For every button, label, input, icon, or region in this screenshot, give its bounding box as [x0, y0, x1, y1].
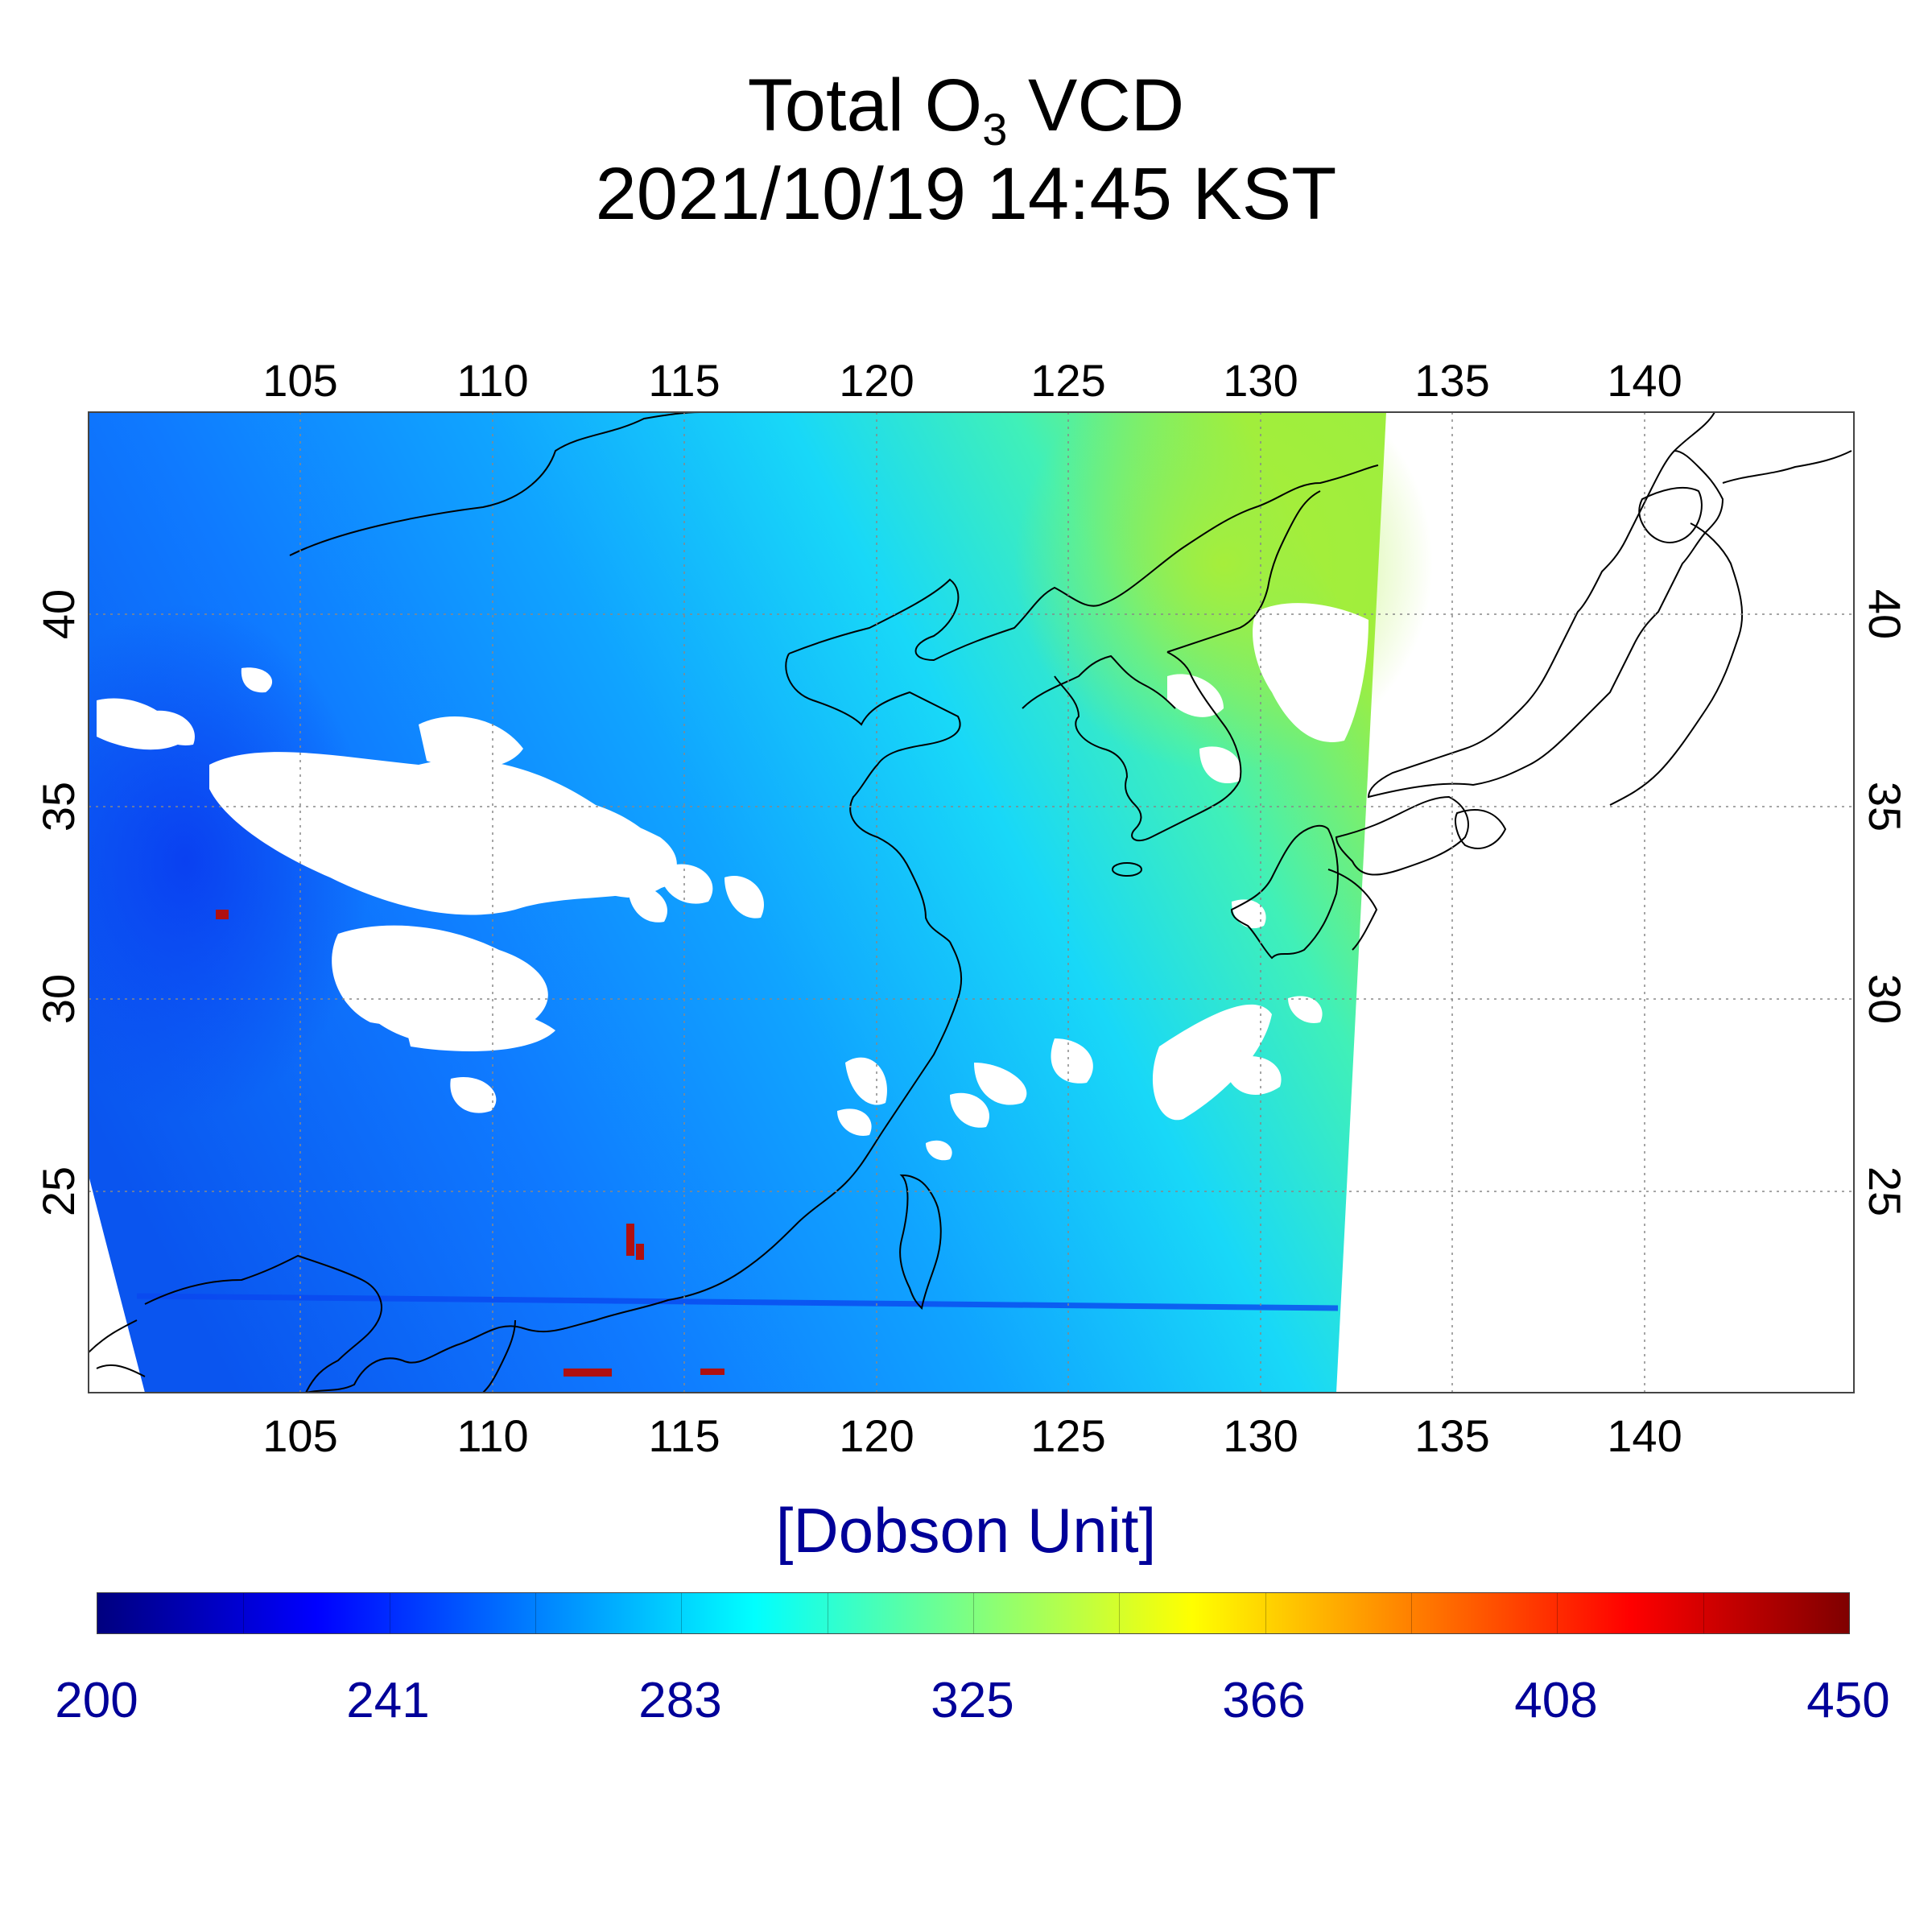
- colorbar-tick: 200: [55, 1673, 138, 1728]
- colorbar-division: [1265, 1593, 1266, 1633]
- colorbar: [97, 1592, 1850, 1634]
- colorbar-division: [1703, 1593, 1704, 1633]
- colorbar-tick: 366: [1222, 1673, 1306, 1728]
- lon-labels-bottom: 105 110 115 120 125 130 135 140: [262, 1410, 1682, 1461]
- lat-tick-right: 40: [1860, 589, 1910, 639]
- lon-tick-bottom: 105: [262, 1410, 337, 1461]
- lat-tick-right: 35: [1860, 782, 1910, 832]
- colorbar-tick: 325: [931, 1673, 1014, 1728]
- colorbar-division: [1557, 1593, 1558, 1633]
- map-grid: [89, 412, 1854, 1393]
- lon-tick-top: 125: [1030, 355, 1105, 406]
- colorbar-unit-label: [Dobson Unit]: [775, 1495, 1157, 1566]
- colorbar-division: [973, 1593, 974, 1633]
- colorbar-division: [1119, 1593, 1121, 1633]
- lon-tick-top: 110: [456, 355, 528, 406]
- lon-tick-bottom: 140: [1607, 1410, 1682, 1461]
- colorbar-tick: 450: [1806, 1673, 1890, 1728]
- lat-tick-left: 35: [33, 782, 84, 832]
- title-suffix: VCD: [1007, 64, 1185, 147]
- colorbar-tick: 283: [638, 1673, 722, 1728]
- colorbar-division: [1411, 1593, 1412, 1633]
- map-datetime: 2021/10/19 14:45 KST: [595, 153, 1337, 235]
- lon-tick-bottom: 125: [1030, 1410, 1105, 1461]
- colorbar-tick: 241: [346, 1673, 430, 1728]
- lon-tick-top: 120: [839, 355, 914, 406]
- lon-tick-bottom: 135: [1414, 1410, 1489, 1461]
- title-main: Total O: [747, 64, 983, 147]
- lon-tick-bottom: 115: [648, 1410, 720, 1461]
- lat-tick-right: 25: [1860, 1166, 1910, 1216]
- lon-labels-top: 105 110 115 120 125 130 135 140: [262, 355, 1682, 406]
- lon-tick-top: 105: [262, 355, 337, 406]
- lon-tick-bottom: 110: [456, 1410, 528, 1461]
- colorbar-tick: 408: [1514, 1673, 1598, 1728]
- high-ozone-pixels: [216, 910, 724, 1377]
- lat-tick-left: 25: [33, 1166, 84, 1216]
- lon-tick-bottom: 130: [1223, 1410, 1298, 1461]
- lon-tick-top: 140: [1607, 355, 1682, 406]
- lon-tick-top: 115: [648, 355, 720, 406]
- colorbar-division: [535, 1593, 536, 1633]
- lon-tick-bottom: 120: [839, 1410, 914, 1461]
- lat-tick-left: 30: [33, 974, 84, 1024]
- colorbar-division: [243, 1593, 245, 1633]
- lon-tick-top: 135: [1414, 355, 1489, 406]
- lon-tick-top: 130: [1223, 355, 1298, 406]
- lat-tick-right: 30: [1860, 974, 1910, 1024]
- title-subscript: 3: [982, 104, 1008, 155]
- lat-tick-left: 40: [33, 589, 84, 639]
- lat-labels-left: 40 35 30 25: [33, 589, 84, 1216]
- map-title: Total O3 VCD: [0, 68, 1932, 152]
- map-frame: [88, 411, 1855, 1393]
- cloud-mask: [97, 603, 1368, 1161]
- coastlines: [89, 412, 1852, 1393]
- colorbar-division: [681, 1593, 683, 1633]
- lat-labels-right: 40 35 30 25: [1860, 589, 1910, 1216]
